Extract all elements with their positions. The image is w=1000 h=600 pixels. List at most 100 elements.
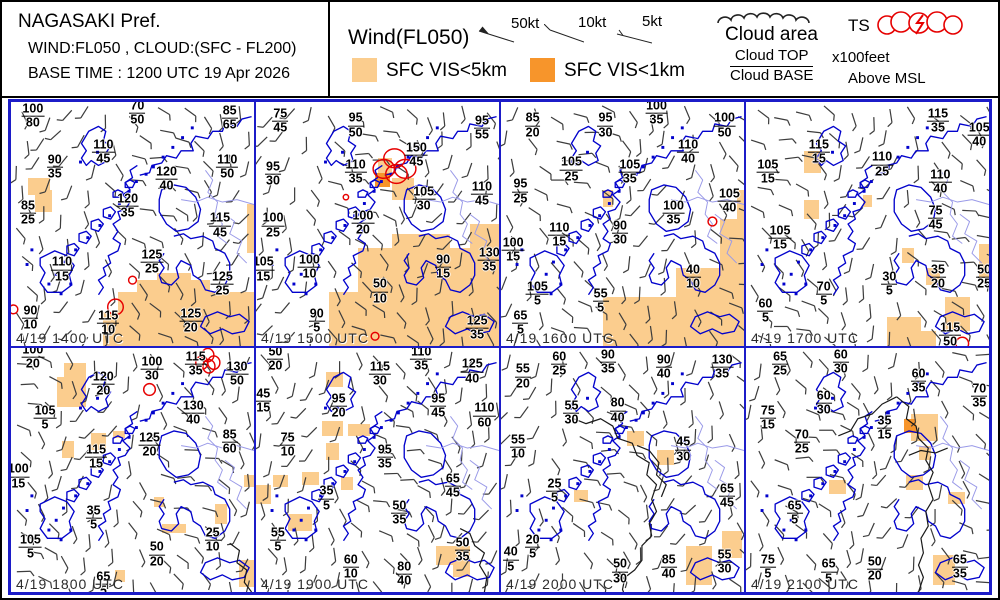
cloud-top-base-value: 105 5 [19,532,42,562]
cloud-top-base-value: 55 10 [510,432,526,461]
cloud-top-base-value: 50 30 [612,557,629,586]
vis5-patch [35,189,53,212]
cloud-top-base-value: 55 20 [514,361,531,391]
cloud-top-base-value: 125 40 [460,357,484,386]
cloud-top-base-value: 65 45 [719,481,735,510]
vis5-patch [62,440,75,458]
cloud-top-base-value: 130 50 [225,359,249,388]
wind-barb-field [256,351,499,592]
cloud-top-base-value: 115 30 [368,359,392,388]
cloud-top-base-value: 60 5 [757,296,774,325]
top-bar: NAGASAKI Pref. WIND:FL050 , CLOUD:(SFC -… [2,2,998,98]
cloud-top-base-value: 130 35 [710,352,734,381]
cloud-top-base-value: 70 35 [971,381,988,410]
cloud-top-base-value: 100 35 [645,101,668,128]
cloud-top-base-value: 60 25 [551,349,568,379]
cloud-top-base-value: 35 5 [318,483,335,513]
vis5-patch [862,194,873,207]
cloud-top-base-value: 85 40 [660,552,677,581]
vis5-patch [287,513,312,531]
vis5-patch [886,316,921,346]
cloud-top-base-value: 115 15 [807,137,830,167]
legend: Wind(FL050) 50kt 10kt 5kt Cloud area TS [330,2,998,98]
cloud-top-base-value: 35 15 [876,413,893,442]
vis1-swatch [530,58,555,82]
cloud-top-base-value: 125 25 [140,247,164,276]
vis5-patch [326,443,339,461]
cloud-top-base-legend: Cloud TOP Cloud BASE [730,47,814,86]
vis5-patch [113,430,126,439]
vis5-patch [925,267,941,285]
cloud-top-base-value: 125 20 [138,430,161,459]
vis5-patch [57,377,87,407]
cloud-top-base-value: 95 30 [265,159,281,189]
vis5-patch [91,433,106,451]
cloud-top-base-value: 110 45 [92,137,115,167]
cloud-top-base-value: 90 30 [612,218,629,247]
cloud-top-base-value: 70 25 [793,427,810,457]
vis5-patch [137,280,211,298]
wind-barb-field [750,105,989,346]
vis5-patch [906,474,924,490]
cloud-area-label: Cloud area [725,24,818,45]
vis5-patch [828,479,846,495]
vis5-patch [627,430,645,446]
cloud-top-base-value: 120 20 [91,369,115,398]
cloud-top-base-value: 100 20 [351,208,375,237]
panel-time-label: 4/19 1600 UTC [506,330,614,346]
cloud-top-base-value: 100 10 [298,252,321,281]
cloud-top-base-value: 115 50 [939,320,962,347]
cloud-top-base-value: 105 30 [412,184,436,213]
coastline-map [25,361,254,592]
vis5-patch [215,504,228,524]
chart-title: NAGASAKI Pref. [18,11,161,32]
cloud-top-base-value: 115 35 [926,106,950,135]
cloud-top-base-value: 110 15 [548,220,571,250]
cloud-top-base-value: 115 10 [97,308,120,337]
cloud-top-base-value: 115 45 [208,211,232,240]
cloud-top-base-value: 65 5 [512,308,529,337]
cloud-top-base-value: 90 35 [599,347,616,376]
cloud-top-base-value: 105 25 [560,155,583,184]
cloud-top-base-value: 65 25 [772,349,788,379]
cloud-top-base-value: 100 35 [662,198,685,228]
panel-time-label: 4/19 1800 UTC [16,576,124,592]
vis5-patch [736,189,744,220]
panel-time-label: 4/19 2100 UTC [751,576,859,592]
cloud-top-base-value: 50 10 [371,277,388,306]
cloud-top-base-value: 100 50 [713,111,736,140]
cloud-top-base-value: 55 30 [716,547,733,576]
vis1-patch [903,418,917,434]
cloud-top-base-value: 50 20 [866,554,883,583]
vis5-patch [603,297,744,346]
cloud-top-base-value: 75 45 [272,106,289,135]
cloud-top-base-value: 95 30 [597,111,614,140]
cloud-top-base-value: 75 45 [927,203,944,233]
cloud-top-base-value: 75 10 [279,430,296,459]
map-panel-5: 100 20 100 30 115 35 130 50 120 20 105 5 130 40 125 20 8… [10,347,255,593]
cloud-top-base-value: 100 20 [21,348,45,371]
ts-area-marks [955,336,970,346]
panel-time-label: 4/19 1400 UTC [16,330,124,346]
cloud-top-base-value: 90 40 [655,352,672,381]
cloud-top-base-value: 95 20 [330,391,347,420]
legend-5kt-label: 5kt [642,13,663,30]
ts-area-marks [142,348,221,397]
cloud-top-base-value: 90 10 [22,303,39,333]
cloud-top-base-value: 120 35 [116,191,140,220]
cloud-top-base-value: 125 35 [465,313,489,342]
cloud-top-base-value: 25 10 [204,525,221,554]
wind-barb-5kt-icon [616,29,652,44]
cloud-top-base-value: 65 5 [820,557,837,586]
legend-10kt-label: 10kt [578,14,607,31]
cloud-top-base-value: 110 25 [870,150,894,179]
vis5-patch [348,423,371,436]
cloud-top-base-value: 95 45 [430,391,447,420]
map-panel-4: 115 15 105 15 115 35 105 40 110 25 110 40 75 45 105 15 7… [745,101,990,347]
cloud-top-base-value: 110 35 [410,347,433,374]
cloud-top-base-value: 45 15 [256,386,272,415]
cloud-top-base-value: 110 60 [473,401,496,430]
